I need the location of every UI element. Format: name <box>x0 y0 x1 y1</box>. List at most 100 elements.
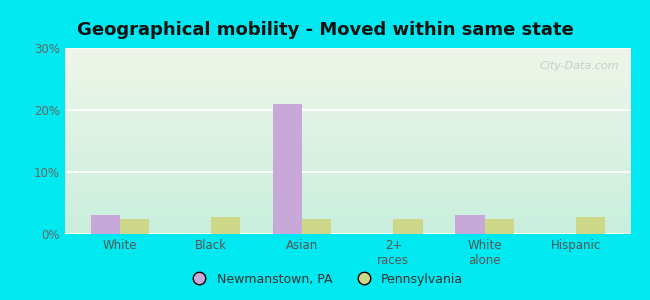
Bar <box>65 200 630 202</box>
Bar <box>65 51 630 52</box>
Bar <box>65 150 630 151</box>
Bar <box>65 95 630 96</box>
Bar <box>65 226 630 227</box>
Bar <box>65 179 630 180</box>
Bar <box>65 188 630 189</box>
Bar <box>65 219 630 220</box>
Bar <box>65 211 630 212</box>
Bar <box>393 218 422 234</box>
Bar <box>65 135 630 136</box>
Bar <box>302 218 332 234</box>
Bar <box>65 59 630 60</box>
Bar <box>65 54 630 55</box>
Bar <box>65 112 630 113</box>
Legend: Newmanstown, PA, Pennsylvania: Newmanstown, PA, Pennsylvania <box>182 268 468 291</box>
Bar <box>65 65 630 66</box>
Bar <box>65 161 630 162</box>
Bar <box>65 92 630 93</box>
Bar <box>65 217 630 218</box>
Bar <box>65 205 630 206</box>
Bar <box>65 229 630 230</box>
Bar <box>65 127 630 128</box>
Bar <box>65 86 630 87</box>
Bar <box>65 144 630 145</box>
Bar <box>65 151 630 152</box>
Bar <box>65 52 630 53</box>
Bar <box>65 184 630 185</box>
Bar <box>65 56 630 57</box>
Bar <box>65 231 630 232</box>
Bar <box>65 97 630 98</box>
Bar <box>65 176 630 177</box>
Bar <box>65 117 630 118</box>
Bar <box>65 62 630 63</box>
Bar <box>65 199 630 200</box>
Bar <box>65 76 630 77</box>
Bar <box>65 64 630 65</box>
Bar <box>65 115 630 116</box>
Bar <box>65 169 630 170</box>
Bar <box>65 57 630 58</box>
Bar <box>65 164 630 165</box>
Bar <box>65 165 630 166</box>
Bar <box>65 163 630 164</box>
Bar <box>65 182 630 183</box>
Bar <box>65 98 630 99</box>
Bar <box>65 216 630 217</box>
Bar <box>65 225 630 226</box>
Bar <box>65 104 630 105</box>
Bar <box>65 207 630 208</box>
Bar <box>65 83 630 84</box>
Bar <box>65 84 630 85</box>
Bar <box>484 218 514 234</box>
Bar <box>65 100 630 101</box>
Bar <box>65 139 630 140</box>
Bar <box>65 155 630 156</box>
Bar <box>65 130 630 131</box>
Bar <box>65 167 630 168</box>
Bar <box>65 103 630 104</box>
Bar <box>65 110 630 111</box>
Bar <box>65 203 630 204</box>
Bar <box>65 153 630 154</box>
Bar <box>65 189 630 190</box>
Bar <box>65 222 630 223</box>
Bar <box>65 215 630 216</box>
Bar <box>65 186 630 187</box>
Bar <box>65 60 630 61</box>
Bar <box>65 133 630 134</box>
Bar <box>65 72 630 73</box>
Bar <box>65 170 630 171</box>
Bar <box>65 191 630 192</box>
Bar <box>65 91 630 92</box>
Bar <box>65 218 630 219</box>
Bar <box>65 109 630 110</box>
Bar <box>65 177 630 178</box>
Bar <box>65 183 630 184</box>
Bar <box>65 80 630 82</box>
Bar <box>65 94 630 95</box>
Bar <box>65 69 630 70</box>
Bar <box>65 132 630 133</box>
Bar <box>65 90 630 91</box>
Bar <box>65 147 630 148</box>
Bar <box>65 134 630 135</box>
Bar <box>120 218 149 234</box>
Bar <box>65 162 630 163</box>
Bar <box>65 228 630 229</box>
Bar <box>65 107 630 108</box>
Bar <box>65 168 630 169</box>
Bar <box>211 217 240 234</box>
Bar <box>65 195 630 196</box>
Bar <box>65 61 630 62</box>
Bar <box>65 221 630 222</box>
Bar <box>65 233 630 234</box>
Bar <box>65 175 630 176</box>
Bar <box>65 158 630 159</box>
Bar <box>65 53 630 54</box>
Bar <box>65 89 630 90</box>
Bar <box>65 63 630 64</box>
Bar <box>65 149 630 150</box>
Bar <box>65 75 630 76</box>
Bar <box>65 116 630 117</box>
